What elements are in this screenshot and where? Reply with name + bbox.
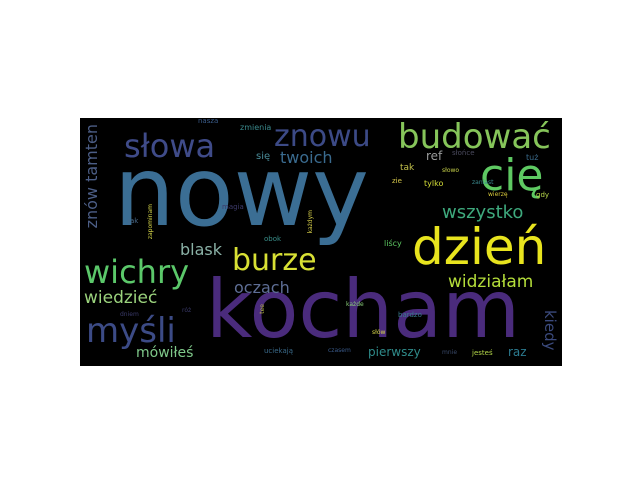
word-mnie: mnie — [442, 349, 458, 356]
word-zmienia: zmienia — [240, 123, 272, 132]
word-raz: raz — [508, 345, 527, 359]
word-oczach: oczach — [234, 278, 290, 297]
word-magia: magia — [222, 203, 244, 211]
word-zie: zie — [392, 177, 402, 185]
word-obok: obok — [264, 235, 282, 243]
word-wierze: wierzę — [488, 191, 508, 198]
word-ref: ref — [426, 149, 443, 163]
word-twoich: twoich — [280, 148, 333, 167]
word-burze: burze — [232, 243, 317, 278]
word-kocham: kocham — [206, 263, 521, 356]
word-uciekaja: uciekają — [264, 347, 293, 355]
word-kazde: każde — [346, 301, 364, 308]
word-jestes: jesteś — [472, 349, 493, 357]
word-slow: słów — [372, 329, 386, 336]
word-cloud: nowy kocham dzień budować cię znowu słow… — [80, 118, 562, 366]
word-kiedy: kiedy — [541, 310, 559, 351]
word-budowac: budować — [398, 118, 551, 157]
word-dniem: dniem — [120, 311, 139, 318]
word-tuz: tuż — [526, 153, 539, 162]
word-slowa: słowa — [124, 127, 216, 165]
word-mysli: myśli — [86, 311, 176, 351]
word-slonce: słońce — [452, 149, 475, 157]
word-pierwszy: pierwszy — [368, 345, 421, 359]
word-mowiles: mówiłeś — [136, 345, 194, 361]
word-cie: cię — [480, 150, 544, 201]
word-wichry: wichry — [84, 253, 190, 291]
word-jak: jak — [128, 217, 139, 225]
word-znowu: znowu — [274, 119, 371, 154]
word-liscy: liścy — [384, 239, 402, 248]
word-kazdym: każdym — [307, 210, 314, 234]
word-czasem: czasem — [328, 347, 351, 354]
word-roz: róż — [182, 307, 192, 314]
word-nasza: nasza — [198, 118, 219, 125]
word-znow-tamten: znów tamten — [82, 124, 101, 229]
word-tylko: tylko — [424, 179, 444, 188]
word-bardzo: bardzo — [398, 311, 422, 319]
word-sie: się — [256, 151, 271, 162]
word-gdy: gdy — [536, 191, 550, 199]
word-wiedziec: wiedzieć — [84, 288, 158, 308]
word-tak: tak — [400, 163, 415, 173]
word-zapominam: zapominam — [147, 204, 154, 240]
word-zaniast: zaniast — [472, 179, 494, 186]
word-blask: blask — [180, 240, 223, 259]
word-nowy: nowy — [114, 136, 369, 248]
word-slowo: słowo — [442, 167, 460, 174]
word-dzien: dzień — [412, 218, 547, 276]
word-tee: tee — [259, 304, 266, 314]
word-widzialam: widziałam — [448, 272, 534, 292]
word-wszystko: wszystko — [442, 202, 524, 223]
